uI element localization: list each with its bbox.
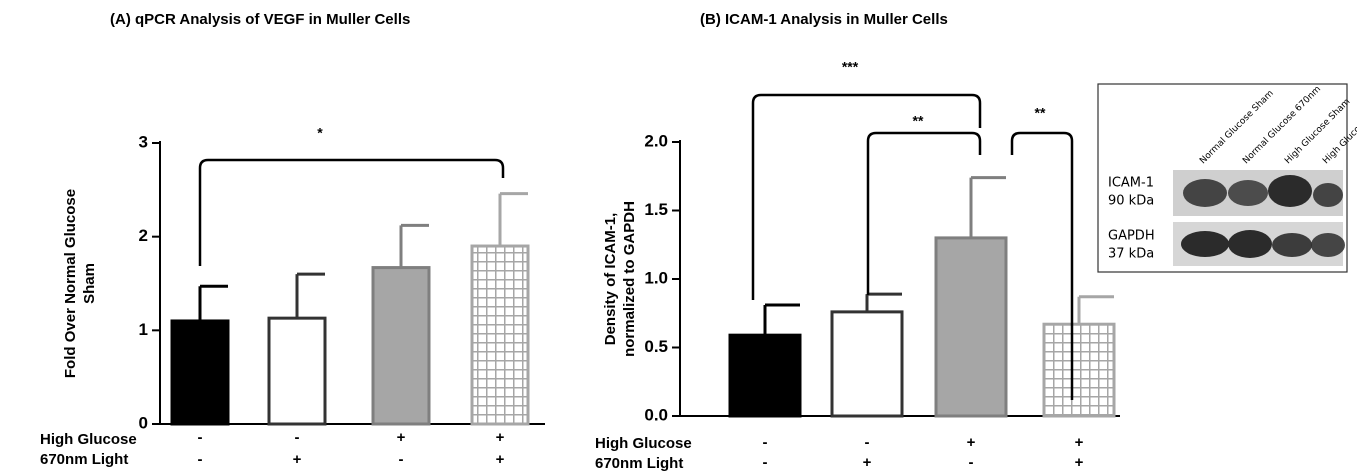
- y-tick-label: 1: [139, 320, 148, 339]
- condition-sign: +: [1075, 454, 1084, 471]
- error-bar: [765, 305, 800, 335]
- condition-sign: +: [967, 434, 976, 451]
- condition-sign: +: [1075, 434, 1084, 451]
- condition-sign: -: [763, 434, 768, 451]
- bar: [1044, 324, 1114, 416]
- band-name: GAPDH: [1108, 229, 1155, 244]
- y-axis-label-line: normalized to GAPDH: [621, 201, 638, 357]
- condition-sign: +: [863, 454, 872, 471]
- condition-sign: -: [763, 454, 768, 471]
- condition-sign: -: [295, 429, 300, 446]
- error-bar: [401, 225, 429, 267]
- condition-sign: +: [397, 429, 406, 446]
- significance-bracket: [200, 160, 503, 266]
- bar: [730, 335, 800, 416]
- condition-sign: -: [198, 451, 203, 468]
- condition-label: High Glucose: [595, 435, 692, 452]
- y-tick-label: 0.0: [644, 405, 668, 424]
- y-axis-label-line: Sham: [81, 263, 98, 304]
- bar: [172, 321, 228, 424]
- bar: [373, 268, 429, 424]
- y-axis-label: Density of ICAM-1,normalized to GAPDH: [602, 201, 638, 357]
- condition-sign: +: [496, 451, 505, 468]
- band-size: 37 kDa: [1108, 247, 1154, 262]
- significance-label: *: [317, 125, 323, 141]
- significance-label: **: [1035, 105, 1046, 121]
- y-tick-label: 2: [139, 226, 148, 245]
- y-tick-label: 0.5: [644, 337, 668, 356]
- condition-sign: -: [399, 451, 404, 468]
- significance-label: ***: [842, 59, 859, 75]
- figure: (A) qPCR Analysis of VEGF in Muller Cell…: [0, 0, 1357, 473]
- error-bar: [200, 286, 228, 321]
- bar: [472, 246, 528, 424]
- condition-label: 670nm Light: [595, 455, 683, 472]
- condition-sign: -: [198, 429, 203, 446]
- y-tick-label: 1.0: [644, 268, 668, 287]
- chart-title: (A) qPCR Analysis of VEGF in Muller Cell…: [110, 11, 410, 28]
- chart-title: (B) ICAM-1 Analysis in Muller Cells: [700, 11, 948, 28]
- y-tick-label: 2.0: [644, 131, 668, 150]
- y-axis-label-line: Density of ICAM-1,: [602, 213, 619, 346]
- y-tick-label: 1.5: [644, 200, 668, 219]
- error-bar: [297, 274, 325, 318]
- error-bar: [867, 294, 902, 312]
- condition-label: 670nm Light: [40, 451, 128, 468]
- bar: [269, 318, 325, 424]
- condition-sign: -: [969, 454, 974, 471]
- condition-sign: -: [865, 434, 870, 451]
- y-axis-label-line: Fold Over Normal Glucose: [62, 189, 79, 378]
- error-bar: [500, 194, 528, 246]
- condition-sign: +: [496, 429, 505, 446]
- y-tick-label: 0: [139, 413, 148, 432]
- condition-label: High Glucose: [40, 431, 137, 448]
- bar: [936, 238, 1006, 416]
- error-bar: [1079, 297, 1114, 324]
- condition-sign: +: [293, 451, 302, 468]
- band-name: ICAM-1: [1108, 176, 1154, 191]
- band-size: 90 kDa: [1108, 194, 1154, 209]
- y-tick-label: 3: [139, 132, 148, 151]
- bar: [832, 312, 902, 416]
- significance-label: **: [913, 113, 924, 129]
- error-bar: [971, 178, 1006, 238]
